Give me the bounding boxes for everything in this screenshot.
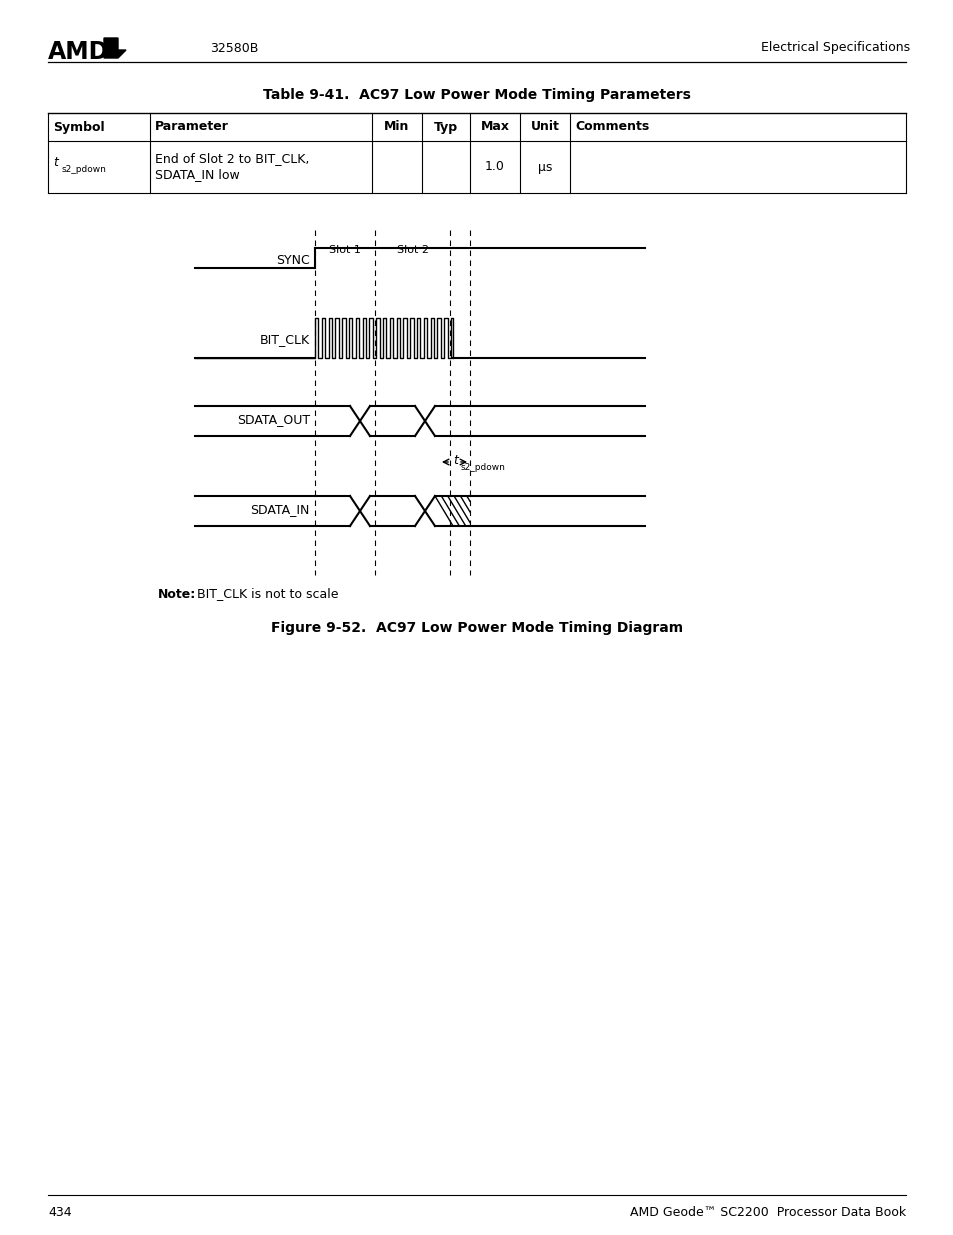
Text: Parameter: Parameter bbox=[154, 121, 229, 133]
Text: 32580B: 32580B bbox=[210, 42, 258, 54]
Text: Symbol: Symbol bbox=[53, 121, 105, 133]
Text: Slot 2: Slot 2 bbox=[396, 245, 429, 254]
Text: SDATA_OUT: SDATA_OUT bbox=[236, 414, 310, 426]
Text: Note:: Note: bbox=[158, 588, 196, 600]
Text: 434: 434 bbox=[48, 1207, 71, 1219]
Text: Max: Max bbox=[480, 121, 509, 133]
Text: μs: μs bbox=[537, 161, 552, 173]
Text: End of Slot 2 to BIT_CLK,: End of Slot 2 to BIT_CLK, bbox=[154, 152, 309, 165]
Polygon shape bbox=[104, 38, 126, 58]
Text: Min: Min bbox=[384, 121, 409, 133]
Text: 1.0: 1.0 bbox=[484, 161, 504, 173]
Text: SDATA_IN low: SDATA_IN low bbox=[154, 168, 239, 182]
Text: Unit: Unit bbox=[530, 121, 558, 133]
Text: Comments: Comments bbox=[575, 121, 649, 133]
Text: s2_pdown: s2_pdown bbox=[460, 462, 505, 472]
Text: AMD Geode™ SC2200  Processor Data Book: AMD Geode™ SC2200 Processor Data Book bbox=[629, 1207, 905, 1219]
Text: t: t bbox=[453, 454, 457, 468]
Text: Typ: Typ bbox=[434, 121, 457, 133]
Text: SDATA_IN: SDATA_IN bbox=[251, 504, 310, 516]
Text: SYNC: SYNC bbox=[276, 253, 310, 267]
Text: Electrical Specifications: Electrical Specifications bbox=[760, 42, 909, 54]
Text: s2_pdown: s2_pdown bbox=[62, 165, 107, 174]
Text: Figure 9-52.  AC97 Low Power Mode Timing Diagram: Figure 9-52. AC97 Low Power Mode Timing … bbox=[271, 621, 682, 635]
Text: BIT_CLK: BIT_CLK bbox=[259, 333, 310, 347]
Text: AMD: AMD bbox=[48, 40, 110, 64]
Text: Slot 1: Slot 1 bbox=[329, 245, 360, 254]
Text: t: t bbox=[53, 156, 58, 168]
Text: BIT_CLK is not to scale: BIT_CLK is not to scale bbox=[196, 588, 338, 600]
Text: Table 9-41.  AC97 Low Power Mode Timing Parameters: Table 9-41. AC97 Low Power Mode Timing P… bbox=[263, 88, 690, 103]
